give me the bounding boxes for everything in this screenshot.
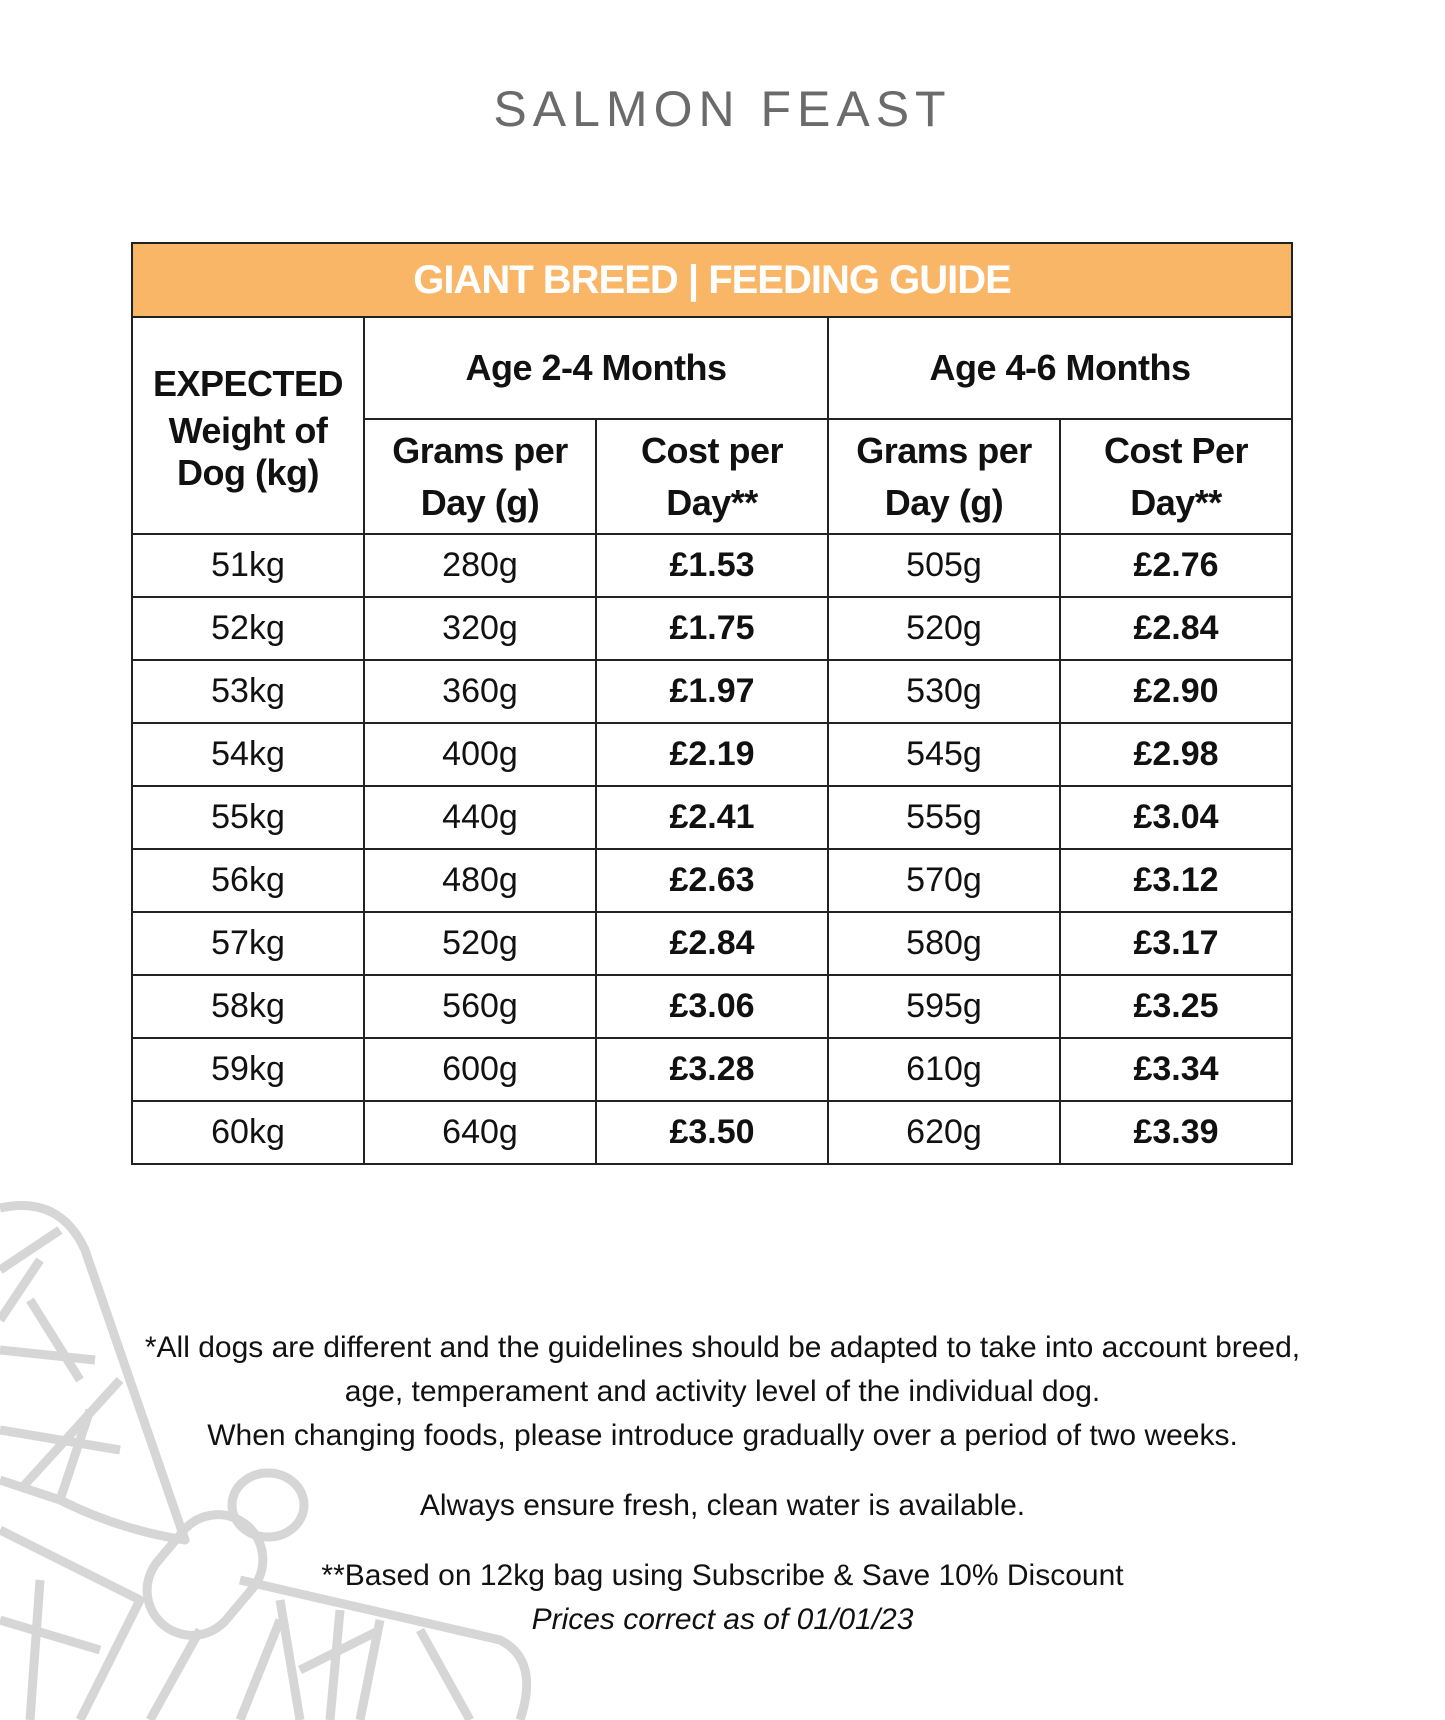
age-group-header: Age 2-4 Months (363, 316, 829, 420)
pricing-note: **Based on 12kg bag using Subscribe & Sa… (321, 1559, 1124, 1592)
cost-cell: £3.06 (595, 974, 829, 1039)
grams-cell: 570g (827, 848, 1061, 913)
grams-cell: 280g (363, 533, 597, 598)
table-row: 60kg 640g £3.50 620g £3.39 (131, 1100, 1293, 1165)
table-banner: GIANT BREED | FEEDING GUIDE (131, 242, 1293, 318)
weight-cell: 58kg (131, 974, 365, 1039)
grams-cell: 555g (827, 785, 1061, 850)
weight-header: EXPECTED Weight of Dog (kg) (131, 316, 365, 535)
grams-cell: 480g (363, 848, 597, 913)
weight-cell: 59kg (131, 1037, 365, 1102)
table-row: 51kg 280g £1.53 505g £2.76 (131, 533, 1293, 598)
cost-cell: £2.90 (1059, 659, 1293, 724)
weight-header-line: EXPECTED (152, 362, 344, 404)
brand-title: SALMON FEAST (493, 81, 952, 137)
grams-cell: 440g (363, 785, 597, 850)
table-row: 59kg 600g £3.28 610g £3.34 (131, 1037, 1293, 1102)
weight-cell: 55kg (131, 785, 365, 850)
cost-cell: £2.76 (1059, 533, 1293, 598)
note-line: age, temperament and activity level of t… (344, 1375, 1101, 1408)
grams-cell: 545g (827, 722, 1061, 787)
cost-cell: £2.19 (595, 722, 829, 787)
weight-header-line: Dog (kg) (177, 451, 319, 493)
cost-cell: £3.50 (595, 1100, 829, 1165)
cost-header: Cost Per Day** (1059, 418, 1293, 535)
table-row: 58kg 560g £3.06 595g £3.25 (131, 974, 1293, 1039)
grams-cell: 400g (363, 722, 597, 787)
cost-cell: £3.34 (1059, 1037, 1293, 1102)
cost-cell: £1.97 (595, 659, 829, 724)
cost-cell: £3.04 (1059, 785, 1293, 850)
grams-cell: 595g (827, 974, 1061, 1039)
grams-cell: 505g (827, 533, 1061, 598)
cost-cell: £2.84 (595, 911, 829, 976)
grams-cell: 320g (363, 596, 597, 661)
cost-cell: £2.98 (1059, 722, 1293, 787)
table-row: 55kg 440g £2.41 555g £3.04 (131, 785, 1293, 850)
cost-cell: £3.39 (1059, 1100, 1293, 1165)
grams-cell: 640g (363, 1100, 597, 1165)
grams-header: Grams per Day (g) (363, 418, 597, 535)
weight-cell: 51kg (131, 533, 365, 598)
weight-cell: 54kg (131, 722, 365, 787)
table-row: 56kg 480g £2.63 570g £3.12 (131, 848, 1293, 913)
footnotes: *All dogs are different and the guidelin… (0, 1326, 1445, 1642)
cost-cell: £3.28 (595, 1037, 829, 1102)
grams-cell: 580g (827, 911, 1061, 976)
weight-cell: 56kg (131, 848, 365, 913)
cost-cell: £2.84 (1059, 596, 1293, 661)
cost-cell: £3.12 (1059, 848, 1293, 913)
age-group-header: Age 4-6 Months (827, 316, 1293, 420)
grams-cell: 360g (363, 659, 597, 724)
grams-cell: 520g (827, 596, 1061, 661)
weight-cell: 60kg (131, 1100, 365, 1165)
grams-cell: 530g (827, 659, 1061, 724)
table-row: 57kg 520g £2.84 580g £3.17 (131, 911, 1293, 976)
cost-cell: £1.75 (595, 596, 829, 661)
grams-cell: 620g (827, 1100, 1061, 1165)
grams-cell: 520g (363, 911, 597, 976)
water-note: Always ensure fresh, clean water is avai… (419, 1489, 1026, 1522)
table-row: 54kg 400g £2.19 545g £2.98 (131, 722, 1293, 787)
cost-cell: £3.25 (1059, 974, 1293, 1039)
dragonfly-icon (0, 1201, 532, 1720)
prices-date-note: Prices correct as of 01/01/23 (531, 1603, 914, 1636)
grams-cell: 560g (363, 974, 597, 1039)
table-row: 53kg 360g £1.97 530g £2.90 (131, 659, 1293, 724)
cost-cell: £1.53 (595, 533, 829, 598)
grams-header: Grams per Day (g) (827, 418, 1061, 535)
cost-header: Cost per Day** (595, 418, 829, 535)
weight-header-line: Weight of (168, 409, 328, 451)
table-row: 52kg 320g £1.75 520g £2.84 (131, 596, 1293, 661)
cost-cell: £2.41 (595, 785, 829, 850)
grams-cell: 600g (363, 1037, 597, 1102)
feeding-guide-table: GIANT BREED | FEEDING GUIDE EXPECTED Wei… (131, 242, 1293, 1165)
note-line: *All dogs are different and the guidelin… (144, 1331, 1301, 1364)
weight-cell: 53kg (131, 659, 365, 724)
note-line: When changing foods, please introduce gr… (207, 1419, 1238, 1452)
weight-cell: 57kg (131, 911, 365, 976)
grams-cell: 610g (827, 1037, 1061, 1102)
cost-cell: £3.17 (1059, 911, 1293, 976)
weight-cell: 52kg (131, 596, 365, 661)
cost-cell: £2.63 (595, 848, 829, 913)
